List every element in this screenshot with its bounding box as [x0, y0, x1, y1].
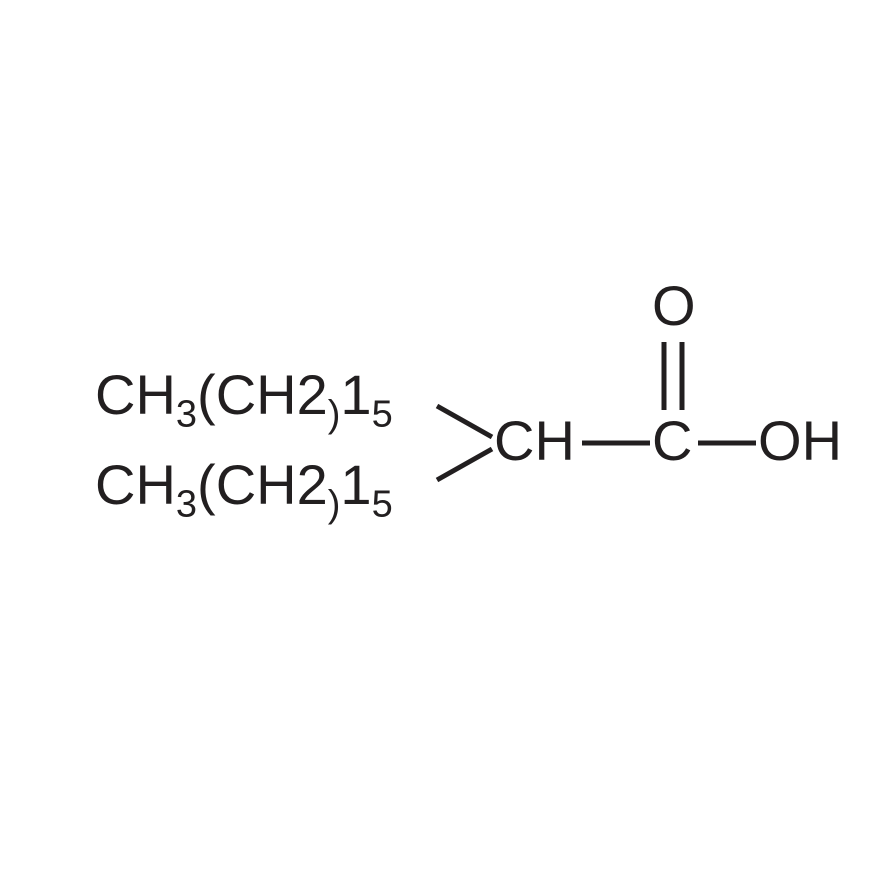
atom-label-O_dbl: O [652, 274, 696, 337]
atom-label-chain_bot: CH3(CH2)15 [95, 453, 393, 525]
chemical-structure-diagram: CH3(CH2)15 CH3(CH2)15 CH C O OH [0, 0, 890, 890]
labels-layer: CH3(CH2)15 CH3(CH2)15 CH C O OH [95, 274, 842, 525]
bonds-layer [437, 342, 756, 480]
atom-label-chain_top: CH3(CH2)15 [95, 363, 393, 435]
atom-label-C: C [652, 409, 692, 472]
atom-label-CH: CH [494, 409, 575, 472]
atom-label-OH: OH [758, 409, 842, 472]
bond-chain-top-to-CH [437, 406, 492, 437]
bond-chain-bot-to-CH [437, 449, 492, 480]
